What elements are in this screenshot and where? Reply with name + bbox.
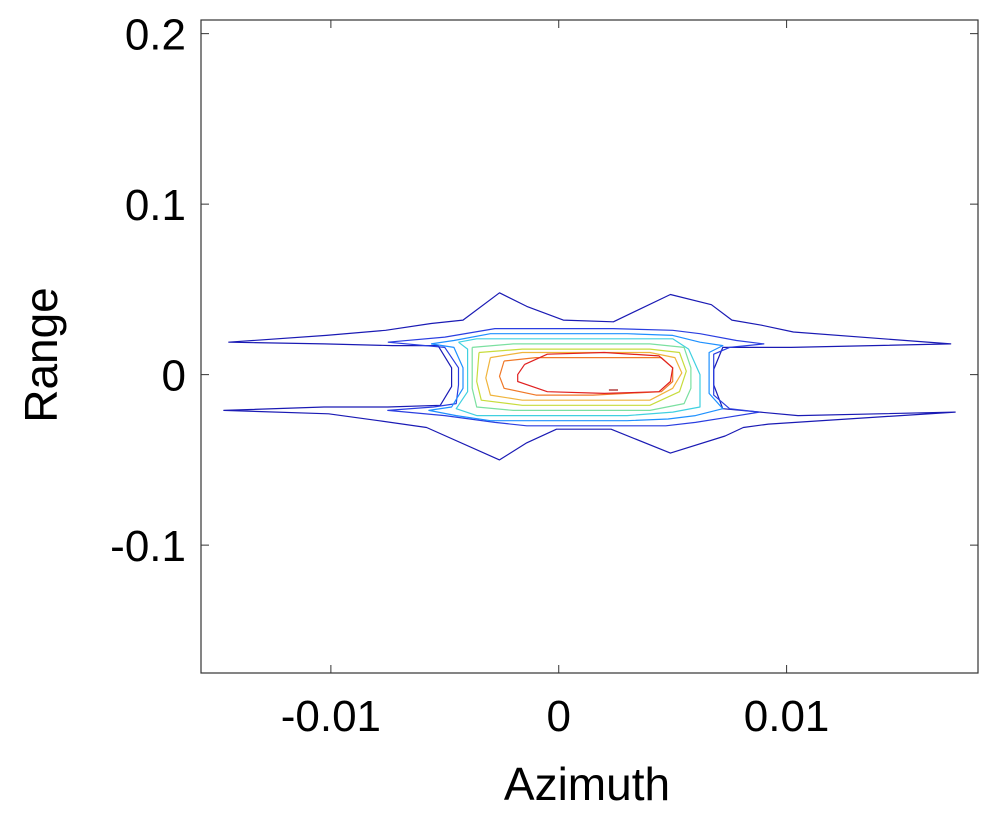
y-tick-labels: -0.1 0 0.1 0.2 — [110, 11, 186, 571]
contour-level-2 — [387, 328, 765, 427]
y-tick-label: -0.1 — [110, 522, 186, 571]
y-tick-label: 0 — [162, 352, 186, 401]
contour-level-6 — [476, 348, 687, 406]
contour-level-3 — [428, 333, 724, 422]
contour-level-7 — [485, 351, 683, 401]
y-tick-label: 0.2 — [125, 11, 186, 60]
contour-level-1 — [223, 292, 956, 461]
contour-level-8 — [498, 357, 674, 396]
x-tick-label: -0.01 — [281, 692, 381, 741]
x-axis-label: Azimuth — [504, 758, 670, 810]
x-tick-label: 0.01 — [744, 692, 830, 741]
x-tick-label: 0 — [546, 692, 570, 741]
contour-lines — [223, 292, 956, 461]
contour-level-4 — [455, 338, 701, 417]
contour-level-5 — [471, 343, 692, 411]
y-tick-label: 0.1 — [125, 181, 186, 230]
contour-level-9 — [517, 351, 674, 394]
axis-ticks — [201, 20, 978, 673]
plot-area — [200, 19, 979, 674]
x-tick-labels: -0.01 0 0.01 — [281, 692, 830, 741]
y-axis-label: Range — [15, 287, 67, 423]
